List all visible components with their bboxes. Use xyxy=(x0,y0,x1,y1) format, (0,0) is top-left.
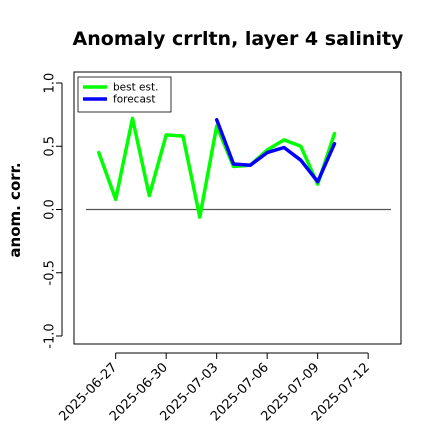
legend-label: forecast xyxy=(113,94,155,106)
legend-box xyxy=(77,76,172,113)
y-axis: -1.0 -0.5 0.0 0.5 1.0 xyxy=(43,73,63,349)
series-line-best-est xyxy=(97,116,337,219)
legend-label: best est. xyxy=(113,82,158,94)
x-axis: 2025-06-272025-06-302025-07-032025-07-06… xyxy=(56,352,373,424)
y-tick-label: -1.0 xyxy=(43,323,58,348)
y-tick-label: 1.0 xyxy=(43,73,58,94)
y-axis-label: anom. corr. xyxy=(6,162,24,257)
y-tick-label: 0.5 xyxy=(43,136,58,157)
chart-title: Anomaly crrltn, layer 4 salinity xyxy=(73,28,404,50)
legend: best est.forecast xyxy=(77,76,172,113)
y-tick-label: 0.0 xyxy=(43,199,58,220)
y-tick-label: -0.5 xyxy=(43,260,58,285)
plot-area-frame xyxy=(73,71,402,345)
series-line-forecast xyxy=(214,117,337,184)
series-layer xyxy=(97,116,337,219)
